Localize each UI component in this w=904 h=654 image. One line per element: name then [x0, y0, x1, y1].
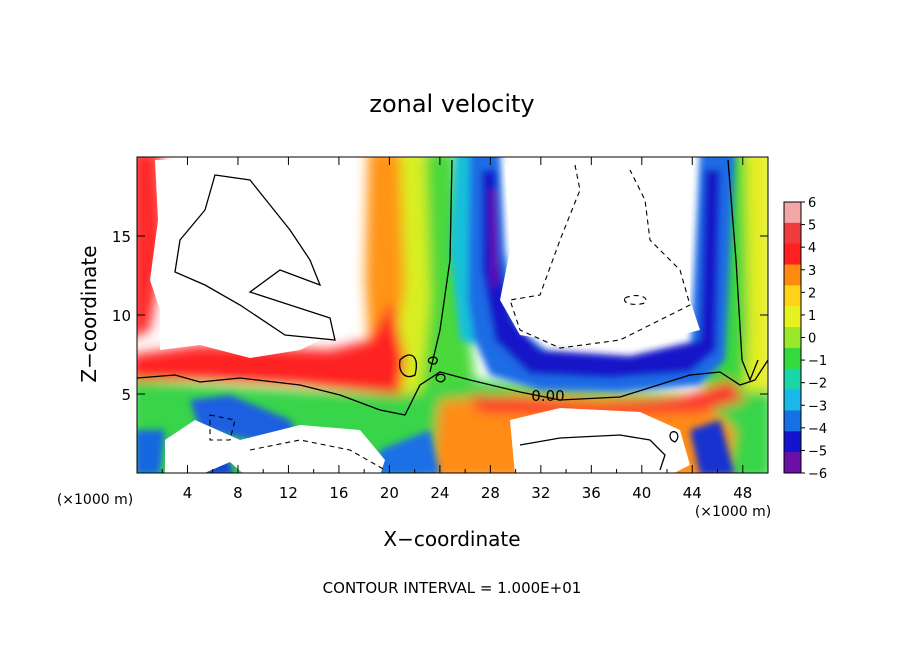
colorbar-tick-label: 5: [808, 219, 816, 234]
x-tick-label: 24: [430, 484, 449, 502]
colorbar-tick-label: −1: [808, 354, 827, 369]
colorbar-tick-label: 3: [808, 264, 816, 279]
velocity-field: [137, 157, 768, 473]
colorbar-tick-label: −5: [808, 444, 827, 459]
colorbar-tick-label: −2: [808, 377, 827, 392]
colorbar-tick-label: 6: [808, 196, 816, 211]
x-tick-label: 48: [733, 484, 752, 502]
colorbar-tick-label: 0: [808, 332, 816, 347]
x-tick-label: 36: [582, 484, 601, 502]
contour-interval-text: CONTOUR INTERVAL = 1.000E+01: [323, 579, 582, 597]
colorbar-tick-label: −3: [808, 399, 827, 414]
x-tick-label: 28: [481, 484, 500, 502]
chart-title: zonal velocity: [369, 90, 534, 118]
colorbar-swatch: [784, 285, 801, 307]
colorbar-tick-label: 1: [808, 309, 816, 324]
x-tick-label: 16: [329, 484, 348, 502]
colorbar-swatch: [784, 347, 801, 370]
x-axis-ticks: 4 8 12 16 20 24 28 32 36 40 44 48: [161, 157, 752, 502]
colorbar-swatch: [784, 452, 801, 474]
y-axis-ticks: 5 10 15: [112, 228, 768, 404]
x-tick-label: 4: [183, 484, 193, 502]
field-blue-right-bottom: [690, 420, 735, 473]
dashed-contours: [209, 164, 691, 471]
x-tick-label: 20: [380, 484, 399, 502]
x-unit-label: (×1000 m): [695, 504, 771, 520]
colorbar-swatch: [784, 410, 801, 432]
field-red-band-left: [137, 300, 405, 395]
colorbar: 6 5 4 3 2 1 0 −1 −2 −3 −4 −5 −6: [783, 196, 827, 482]
x-tick-label: 44: [683, 484, 702, 502]
x-axis-title: X−coordinate: [383, 527, 520, 551]
colorbar-swatch: [784, 431, 801, 453]
y-unit-label: (×1000 m): [57, 492, 133, 508]
field-blue-center-bottom: [375, 430, 440, 473]
y-axis-title: Z−coordinate: [77, 245, 101, 382]
colorbar-tick-label: −4: [808, 422, 827, 437]
y-tick-label: 10: [112, 307, 131, 325]
contour-lines: [137, 159, 768, 471]
field-blue-lower-edge: [137, 430, 165, 473]
colorbar-swatch: [784, 243, 801, 266]
colorbar-swatch: [784, 389, 801, 411]
colorbar-swatch: [784, 327, 801, 349]
x-tick-label: 40: [632, 484, 651, 502]
colorbar-tick-label: 2: [808, 286, 816, 301]
field-dark-blue-band: [482, 170, 720, 378]
contour-label: 0.00: [531, 387, 564, 405]
colorbar-swatch: [784, 306, 801, 328]
colorbar-swatch: [784, 264, 801, 286]
field-orange-column: [365, 157, 405, 360]
x-tick-label: 8: [233, 484, 243, 502]
x-tick-label: 12: [279, 484, 298, 502]
x-tick-label: 32: [531, 484, 550, 502]
colorbar-swatch: [784, 222, 801, 245]
colorbar-tick-label: 4: [808, 241, 816, 256]
colorbar-swatch: [784, 368, 801, 391]
y-tick-label: 5: [121, 386, 131, 404]
field-cyan-edge: [450, 157, 475, 345]
colorbar-tick-label: −6: [808, 467, 827, 482]
colorbar-swatch: [784, 202, 801, 224]
field-purple-edge: [490, 190, 498, 290]
y-tick-label: 15: [112, 228, 131, 246]
field-blue-blob-left: [190, 395, 300, 440]
field-bottom-red: [470, 380, 745, 415]
